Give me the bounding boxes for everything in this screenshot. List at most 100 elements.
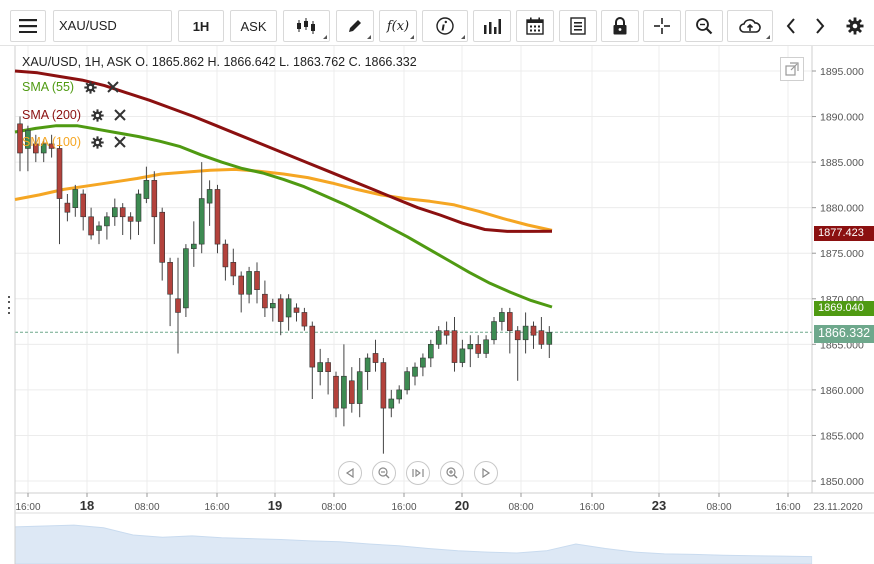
navigator-mask [812,514,874,564]
candle-body [214,189,221,245]
candle-body [40,143,47,154]
indicator-sma100: SMA (100) [22,135,126,149]
candle-body [420,357,426,368]
candle-body [151,180,158,218]
candle-body [435,330,442,345]
draw-pencil-icon [349,20,361,32]
volume-button[interactable] [473,10,511,42]
zoom-out-button[interactable] [372,461,396,485]
x-tick-label: 20 [455,498,469,513]
x-tick-label: 16:00 [579,502,604,513]
scroll-right-button[interactable] [806,10,834,42]
navigator-area[interactable] [14,514,874,564]
candle-body [546,332,553,345]
x-tick-label: 18 [80,498,94,513]
sma100-line [14,167,553,232]
candle-body [506,312,513,331]
scroll-left-button[interactable] [777,10,805,42]
sma200-price-tag: 1877.423 [814,226,874,241]
candle-body [104,216,110,227]
timeframe-button[interactable]: 1H [178,10,224,42]
candle-body [285,298,292,318]
candle-body [317,362,324,372]
resize-handle[interactable] [7,296,11,314]
candle-body [222,243,229,268]
draw-button[interactable] [336,10,374,42]
reset-view-button[interactable] [406,461,430,485]
candle-body [538,330,545,345]
gear-icon[interactable] [84,80,97,94]
zoom-in-button[interactable] [440,461,464,485]
pan-right-button[interactable] [474,461,498,485]
calendar-button[interactable] [516,10,554,42]
sma200-line [14,69,553,233]
menu-button[interactable] [10,10,46,42]
close-icon[interactable] [114,109,126,121]
x-tick-label: 23.11.2020 [813,502,863,513]
candle-body [238,275,244,295]
chart-grid [15,46,812,493]
chart-nav-controls [338,461,498,485]
settings-button[interactable] [840,10,870,42]
info-icon [436,17,454,35]
candle-body [309,325,316,368]
candle-body [443,330,450,336]
indicator-sma200: SMA (200) [22,108,126,122]
candle-body [333,375,339,409]
candle-body [254,271,260,290]
candle-body [380,362,387,409]
candlestick-type-icon [296,18,315,34]
candle-body [364,357,371,372]
candle-body [167,262,173,295]
gear-icon[interactable] [91,135,104,149]
candle-body [262,293,268,309]
zoom-search-icon [696,18,713,35]
report-button[interactable] [559,10,597,42]
cloud-button[interactable] [727,10,773,42]
candles [17,116,553,454]
expand-chart-button[interactable] [780,57,804,81]
x-tick-label: 16:00 [204,502,229,513]
x-tick-label: 16:00 [15,502,40,513]
ohlc-header: XAU/USD, 1H, ASK O. 1865.862 H. 1866.642… [22,55,417,69]
close-icon[interactable] [107,81,119,93]
pan-left-button[interactable] [338,461,362,485]
symbol-input[interactable]: XAU/USD [53,10,172,42]
current-price-tag: 1866.332 [814,325,874,343]
candle-body [491,321,497,341]
zoom-button[interactable] [685,10,723,42]
chart-type-button[interactable] [283,10,330,42]
indicator-label[interactable]: SMA (200) [22,108,82,122]
candle-body [17,123,23,154]
candle-body [293,307,300,313]
lock-icon [613,17,627,35]
info-button[interactable] [422,10,468,42]
price-side-button[interactable]: ASK [230,10,277,42]
candle-body [522,325,529,341]
bar-chart-icon [484,19,501,34]
candle-body [32,143,39,154]
candle-body [119,207,126,218]
candle-body [514,330,521,341]
indicator-label[interactable]: SMA (100) [22,135,82,149]
zoom-in-icon [446,467,458,479]
sma55-line [14,124,553,309]
navigator-series[interactable] [14,524,813,564]
x-tick-label: 08:00 [321,502,346,513]
expand-icon [785,62,799,76]
crosshair-button[interactable] [643,10,681,42]
candle-body [230,262,237,277]
close-icon[interactable] [114,136,126,148]
indicator-sma55: SMA (55) [22,80,119,94]
gear-icon[interactable] [91,108,104,122]
lock-button[interactable] [601,10,639,42]
candle-body [191,243,197,249]
indicators-button[interactable]: f(x) [379,10,417,42]
price-chart[interactable]: 1895.000 1890.000 1885.000 1880.000 1875.000… [0,46,874,564]
indicator-label[interactable]: SMA (55) [22,80,75,94]
candle-body [96,225,102,231]
calendar-icon [526,17,544,35]
y-tick-label: 1895.000 [820,66,864,78]
candle-body [159,211,165,263]
toolbar: XAU/USD 1H ASK f(x) [0,0,874,46]
